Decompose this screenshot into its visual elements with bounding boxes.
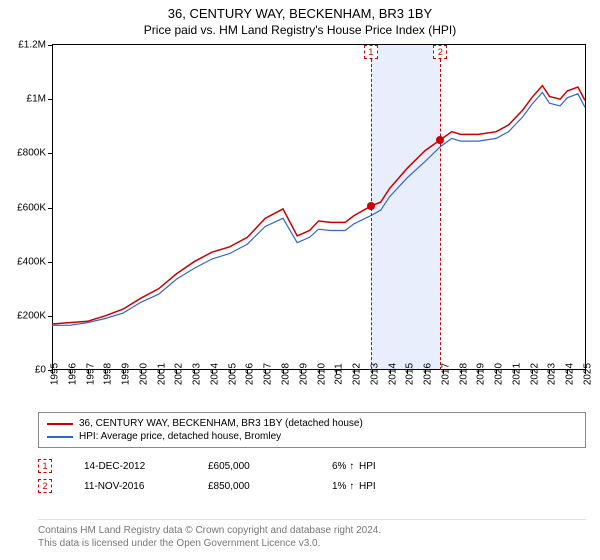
y-tick-label: £800K (17, 148, 46, 159)
tx-price: £605,000 (208, 461, 308, 472)
tx-date: 14-DEC-2012 (84, 461, 184, 472)
y-tick-label: £1.2M (18, 40, 46, 51)
x-tick-label: 2023 (547, 363, 558, 385)
x-tick-label: 1995 (50, 363, 61, 385)
y-tick-label: £1M (27, 94, 46, 105)
legend-label: HPI: Average price, detached house, Brom… (79, 431, 281, 442)
x-tick-label: 2003 (192, 363, 203, 385)
line-chart-svg (52, 45, 585, 370)
footnote: Contains HM Land Registry data © Crown c… (38, 519, 586, 550)
x-tick-label: 2014 (387, 363, 398, 385)
x-tick-label: 2015 (405, 363, 416, 385)
title-block: 36, CENTURY WAY, BECKENHAM, BR3 1BY Pric… (0, 0, 600, 39)
x-tick-label: 2016 (423, 363, 434, 385)
legend-label: 36, CENTURY WAY, BECKENHAM, BR3 1BY (det… (79, 418, 363, 429)
x-tick-label: 2018 (458, 363, 469, 385)
marker-line (371, 59, 372, 370)
x-tick-label: 2021 (511, 363, 522, 385)
legend-item: HPI: Average price, detached house, Brom… (47, 430, 577, 443)
y-tick-label: £400K (17, 256, 46, 267)
x-tick-label: 1999 (121, 363, 132, 385)
datapoint-marker (436, 136, 444, 144)
datapoint-marker (367, 202, 375, 210)
x-tick-label: 2024 (565, 363, 576, 385)
x-tick-label: 2009 (298, 363, 309, 385)
arrow-up-icon (349, 461, 356, 472)
tx-delta: 1% HPI (332, 481, 432, 492)
x-tick-label: 1997 (85, 363, 96, 385)
footnote-line: Contains HM Land Registry data © Crown c… (38, 524, 586, 537)
marker-badge: 1 (38, 459, 52, 473)
x-tick-label: 2004 (209, 363, 220, 385)
x-tick-label: 2005 (227, 363, 238, 385)
y-tick-label: £200K (17, 310, 46, 321)
x-tick-label: 2022 (529, 363, 540, 385)
chart-subtitle: Price paid vs. HM Land Registry's House … (0, 23, 600, 37)
x-tick-label: 2020 (494, 363, 505, 385)
x-tick-label: 2025 (583, 363, 594, 385)
arrow-up-icon (349, 481, 356, 492)
chart-title: 36, CENTURY WAY, BECKENHAM, BR3 1BY (0, 6, 600, 21)
series-line (52, 86, 585, 324)
plot-area: £0£200K£400K£600K£800K£1M£1.2M1995199619… (52, 44, 586, 370)
x-tick-label: 2007 (263, 363, 274, 385)
transactions-table: 1 14-DEC-2012 £605,000 6% HPI 2 11-NOV-2… (38, 456, 586, 496)
chart-wrap: £0£200K£400K£600K£800K£1M£1.2M1995199619… (8, 44, 592, 404)
x-tick-label: 2000 (138, 363, 149, 385)
tx-price: £850,000 (208, 481, 308, 492)
x-tick-label: 2008 (280, 363, 291, 385)
table-row: 2 11-NOV-2016 £850,000 1% HPI (38, 476, 586, 496)
marker-box: 1 (364, 45, 378, 59)
x-tick-label: 2017 (440, 363, 451, 385)
x-tick-label: 2011 (334, 363, 345, 385)
x-tick-label: 1998 (103, 363, 114, 385)
legend-swatch (47, 423, 73, 425)
x-tick-label: 1996 (67, 363, 78, 385)
legend-item: 36, CENTURY WAY, BECKENHAM, BR3 1BY (det… (47, 417, 577, 430)
chart-container: 36, CENTURY WAY, BECKENHAM, BR3 1BY Pric… (0, 0, 600, 560)
x-tick-label: 2006 (245, 363, 256, 385)
y-tick-label: £0 (35, 365, 46, 376)
x-tick-label: 2002 (174, 363, 185, 385)
legend-swatch (47, 436, 73, 438)
y-tick-label: £600K (17, 202, 46, 213)
marker-line (440, 59, 441, 370)
x-tick-label: 2001 (156, 363, 167, 385)
tx-delta: 6% HPI (332, 461, 432, 472)
x-tick-label: 2019 (476, 363, 487, 385)
marker-badge: 2 (38, 479, 52, 493)
footnote-line: This data is licensed under the Open Gov… (38, 537, 586, 550)
legend: 36, CENTURY WAY, BECKENHAM, BR3 1BY (det… (38, 412, 586, 448)
tx-date: 11-NOV-2016 (84, 481, 184, 492)
x-tick-label: 2012 (352, 363, 363, 385)
x-tick-label: 2010 (316, 363, 327, 385)
marker-box: 2 (433, 45, 447, 59)
table-row: 1 14-DEC-2012 £605,000 6% HPI (38, 456, 586, 476)
